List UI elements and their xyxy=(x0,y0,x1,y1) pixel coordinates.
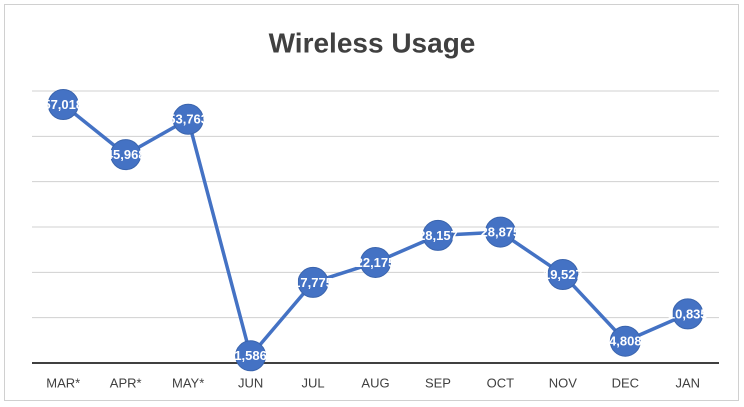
x-tick-label: SEP xyxy=(425,375,451,390)
data-label: 28,875 xyxy=(481,225,521,240)
marker xyxy=(172,103,204,135)
data-label: 1,586 xyxy=(234,348,267,363)
marker xyxy=(297,266,329,298)
data-label: 53,763 xyxy=(168,112,208,127)
marker xyxy=(609,325,641,357)
data-label: 22,175 xyxy=(356,255,396,270)
data-label: 28,157 xyxy=(418,228,458,243)
data-label: 45,968 xyxy=(106,147,146,162)
chart-title: Wireless Usage xyxy=(269,27,476,58)
marker xyxy=(547,258,579,290)
marker xyxy=(110,139,142,171)
x-tick-label: JAN xyxy=(675,375,700,390)
x-tick-label: OCT xyxy=(487,375,515,390)
x-tick-label: MAR* xyxy=(46,375,80,390)
data-label: 10,835 xyxy=(668,306,708,321)
x-tick-label: APR* xyxy=(110,375,142,390)
x-tick-label: DEC xyxy=(612,375,639,390)
x-tick-label: NOV xyxy=(549,375,578,390)
marker xyxy=(235,340,267,372)
marker xyxy=(360,246,391,278)
data-label: 57,018 xyxy=(43,97,83,112)
x-tick-label: AUG xyxy=(361,375,389,390)
marker xyxy=(422,219,454,251)
data-label: 4,808 xyxy=(609,334,642,349)
x-tick-label: JUN xyxy=(238,375,263,390)
marker xyxy=(47,89,79,121)
data-label: 17,775 xyxy=(293,275,333,290)
marker xyxy=(484,216,516,248)
x-tick-label: MAY* xyxy=(172,375,204,390)
data-label: 19,527 xyxy=(543,267,583,282)
x-tick-label: JUL xyxy=(301,375,324,390)
marker xyxy=(672,298,704,330)
